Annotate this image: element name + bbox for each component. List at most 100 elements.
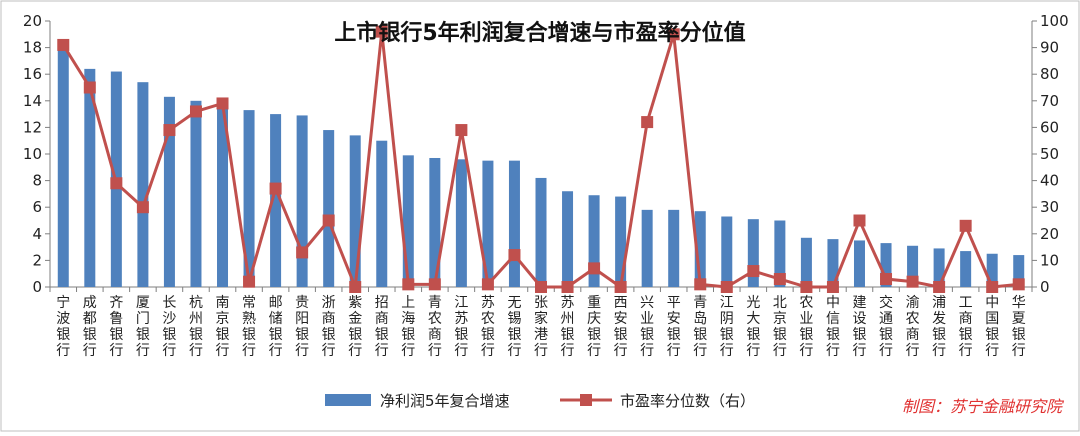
line-point bbox=[561, 281, 574, 293]
line-point bbox=[57, 38, 70, 51]
line-point bbox=[535, 281, 547, 293]
line-point bbox=[588, 262, 601, 275]
category-label: 长沙银行 bbox=[162, 295, 176, 359]
category-label: 光大银行 bbox=[746, 295, 760, 359]
line-point bbox=[614, 281, 627, 293]
category-label: 建设银行 bbox=[852, 295, 866, 359]
bar bbox=[588, 195, 600, 287]
y-left-tick-label: 10 bbox=[23, 145, 42, 163]
y-right-tick-label: 60 bbox=[1040, 118, 1059, 136]
bar bbox=[323, 130, 335, 287]
line-point bbox=[322, 214, 335, 227]
line-point bbox=[880, 273, 893, 286]
bar bbox=[747, 219, 759, 287]
legend: 净利润5年复合增速 市盈率分位数（右） bbox=[325, 392, 755, 410]
line-point bbox=[747, 265, 760, 278]
bar bbox=[137, 82, 149, 288]
category-label: 成都银行 bbox=[83, 295, 97, 359]
bar bbox=[190, 100, 202, 287]
category-label: 青岛银行 bbox=[693, 295, 707, 359]
bar bbox=[482, 160, 494, 287]
bar bbox=[562, 191, 574, 287]
category-label: 中国银行 bbox=[985, 295, 999, 359]
bar bbox=[455, 159, 467, 287]
line-point bbox=[163, 124, 176, 137]
category-label: 苏州银行 bbox=[561, 295, 575, 359]
y-right-tick-label: 40 bbox=[1040, 172, 1059, 190]
category-label: 青农商行 bbox=[428, 295, 442, 359]
bar bbox=[774, 220, 786, 287]
bar bbox=[986, 253, 998, 287]
category-label: 兴业银行 bbox=[640, 295, 654, 359]
category-label: 苏农银行 bbox=[481, 295, 495, 359]
bar bbox=[84, 68, 96, 287]
bar bbox=[827, 239, 839, 287]
y-left-tick-label: 12 bbox=[23, 118, 42, 136]
category-label: 北京银行 bbox=[773, 295, 787, 359]
bar bbox=[270, 114, 282, 287]
axes: 0 2 4 6 8 10 12 14 16 18 20 0 10 20 30 40 50 60 70 80 90 100 bbox=[23, 12, 1069, 296]
bar bbox=[800, 237, 812, 287]
line-point bbox=[667, 28, 680, 41]
line-point bbox=[110, 177, 123, 190]
category-label: 杭州银行 bbox=[189, 295, 203, 359]
line-point bbox=[773, 273, 786, 286]
y-right-tick-label: 30 bbox=[1040, 198, 1059, 216]
bar bbox=[402, 155, 414, 287]
line-point bbox=[720, 281, 733, 293]
category-label: 招商银行 bbox=[375, 295, 389, 359]
category-label: 江阴银行 bbox=[720, 295, 734, 359]
line-point bbox=[800, 281, 813, 293]
bar bbox=[615, 196, 627, 287]
line-point bbox=[136, 201, 149, 214]
category-label: 厦门银行 bbox=[136, 295, 150, 359]
y-right-tick-label: 70 bbox=[1040, 92, 1059, 110]
line-point bbox=[826, 281, 839, 293]
line-point bbox=[933, 281, 946, 293]
line-point bbox=[853, 214, 866, 227]
category-label: 江苏银行 bbox=[454, 295, 468, 359]
y-right-tick-label: 20 bbox=[1040, 225, 1059, 243]
y-left-tick-label: 16 bbox=[23, 65, 42, 83]
line-point bbox=[906, 275, 919, 288]
category-label: 重庆银行 bbox=[587, 295, 601, 359]
line-point bbox=[375, 25, 388, 38]
category-label: 南京银行 bbox=[216, 295, 230, 359]
line-point bbox=[481, 278, 494, 291]
chart-title: 上市银行5年利润复合增速与市盈率分位值 bbox=[334, 20, 745, 46]
bar bbox=[429, 157, 441, 287]
bar bbox=[641, 209, 653, 287]
category-label: 张家港行 bbox=[534, 295, 548, 359]
category-label: 无锡银行 bbox=[507, 295, 521, 359]
line-point bbox=[1012, 278, 1025, 291]
category-labels: 宁波银行成都银行齐鲁银行厦门银行长沙银行杭州银行南京银行常熟银行邮储银行贵阳银行… bbox=[56, 294, 1025, 359]
y-right-tick-label: 50 bbox=[1040, 145, 1059, 163]
y-left-tick-label: 20 bbox=[23, 12, 42, 30]
category-label: 紫金银行 bbox=[348, 295, 362, 359]
category-label: 贵阳银行 bbox=[295, 295, 309, 359]
bar bbox=[668, 209, 680, 287]
line-point bbox=[216, 97, 229, 110]
line-point bbox=[508, 249, 521, 262]
bar bbox=[933, 248, 945, 287]
bar bbox=[960, 251, 972, 287]
line-point bbox=[83, 81, 96, 94]
category-label: 交通银行 bbox=[879, 294, 893, 359]
y-left-tick-label: 8 bbox=[32, 172, 42, 190]
bar bbox=[508, 160, 520, 287]
category-label: 宁波银行 bbox=[56, 294, 70, 359]
category-label: 工商银行 bbox=[959, 295, 973, 359]
line-point bbox=[189, 105, 202, 118]
bar-series bbox=[57, 43, 1025, 288]
line-point bbox=[296, 246, 309, 259]
category-label: 上海银行 bbox=[401, 295, 415, 359]
category-label: 农业银行 bbox=[799, 295, 813, 359]
bar bbox=[376, 140, 388, 287]
line-point bbox=[269, 182, 282, 195]
bar bbox=[535, 177, 547, 287]
y-left-tick-label: 2 bbox=[32, 251, 42, 269]
y-right-tick-label: 80 bbox=[1040, 65, 1059, 83]
category-label: 浦发银行 bbox=[932, 295, 946, 359]
